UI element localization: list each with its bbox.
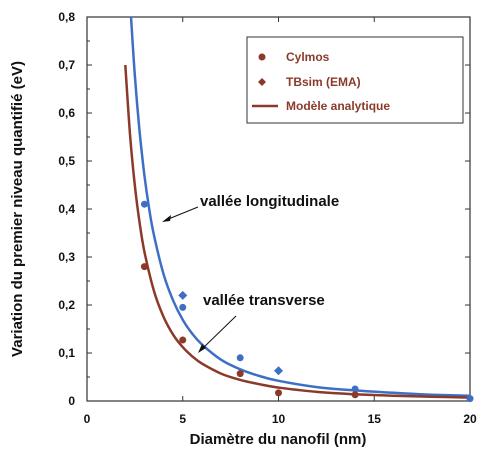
y-tick-label: 0,8 [58,10,75,24]
legend-box [246,36,464,124]
series-0-point [466,395,474,403]
annotation-longitudinal-arrowhead [162,215,171,222]
legend-marker-tbsim [258,78,266,86]
series-0-point [179,303,187,311]
series-4-curve [124,64,471,399]
series-1-point [178,290,188,300]
y-ticks: 0 0,1 0,2 0,3 0,4 0,5 0,6 0,7 0,8 [58,10,470,408]
x-tick-label: 0 [84,412,91,426]
series-2-point [179,336,187,344]
x-ticks: 0 5 10 15 20 [84,17,477,426]
legend-label-tbsim: TBsim (EMA) [286,75,361,89]
legend-label-analytic: Modèle analytique [286,99,390,113]
series-1-point [274,366,283,376]
annotation-transverse-text: vallée transverse [203,292,325,309]
x-axis-label: Diamètre du nanofil (nm) [190,431,367,448]
x-tick-label: 15 [368,412,382,426]
x-tick-label: 20 [463,412,477,426]
y-tick-label: 0,1 [58,346,75,360]
series-0-point [140,200,148,208]
x-tick-label: 10 [272,412,286,426]
points [140,200,474,403]
y-tick-label: 0,3 [58,250,75,264]
annotation-longitudinal: vallée longitudinale [162,193,339,222]
series-0-point [236,354,244,362]
series-2-point [236,370,244,378]
annotation-longitudinal-arrow [165,206,199,221]
y-tick-label: 0,7 [58,58,75,72]
annotation-transverse-arrowhead [198,344,206,353]
legend-label-cylmos: Cylmos [286,50,330,64]
series-2-point [275,389,282,397]
legend-marker-cylmos [258,53,266,61]
series-0-point [351,385,359,393]
y-tick-label: 0 [68,394,75,408]
y-tick-label: 0,2 [58,298,75,312]
y-axis-label: Variation du premier niveau quantifié (e… [9,61,26,357]
series-2-point [140,263,148,271]
annotation-longitudinal-text: vallée longitudinale [200,193,339,210]
x-tick-label: 5 [179,412,186,426]
y-tick-label: 0,4 [58,202,75,216]
annotation-transverse: vallée transverse [198,292,325,353]
series-2-point [351,391,359,399]
y-tick-label: 0,5 [58,154,75,168]
legend: Cylmos TBsim (EMA) Modèle analytique [246,36,464,124]
y-tick-label: 0,6 [58,106,75,120]
annotation-transverse-arrow [200,315,237,351]
